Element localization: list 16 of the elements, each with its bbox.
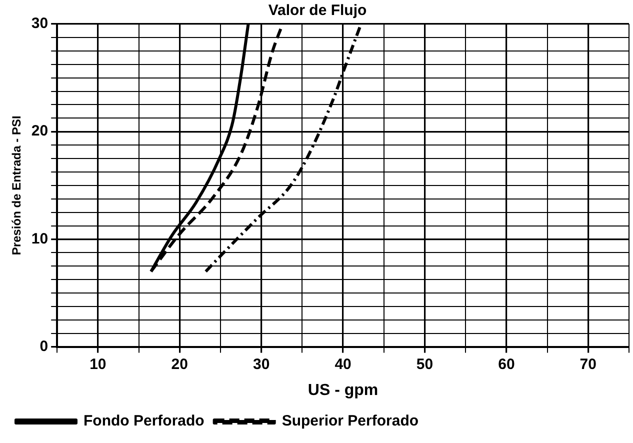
x-tick-label: 60	[498, 356, 515, 373]
x-tick-label: 10	[90, 356, 106, 373]
x-tick-label: 20	[171, 356, 188, 373]
y-tick-label: 30	[31, 15, 48, 32]
y-axis-title: Presión de Entrada - PSI	[10, 116, 24, 256]
x-tick-label: 40	[334, 356, 352, 373]
x-tick-label: 70	[580, 356, 596, 373]
x-axis-title: US - gpm	[308, 382, 378, 399]
x-tick-label: 50	[416, 356, 434, 373]
y-tick-label: 20	[31, 122, 48, 140]
legend-label: Superior Perforado	[282, 412, 419, 430]
y-tick-label: 0	[40, 338, 48, 355]
chart-title: Valor de Flujo	[268, 2, 367, 20]
y-tick-label: 10	[31, 230, 48, 248]
x-tick-label: 30	[252, 356, 270, 373]
legend-label: Fondo Perforado	[84, 412, 204, 430]
